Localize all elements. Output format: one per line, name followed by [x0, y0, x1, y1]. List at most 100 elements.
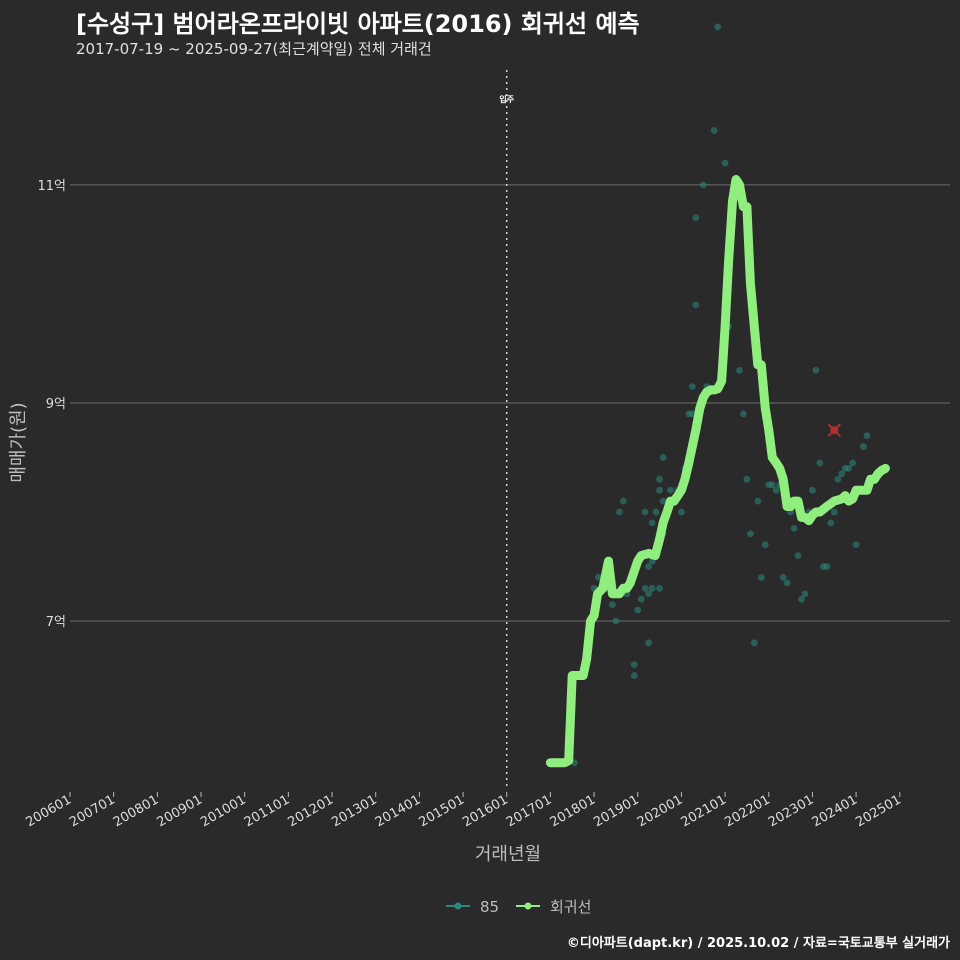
x-tick-label: 200801: [111, 792, 161, 830]
scatter-point: [692, 301, 700, 309]
scatter-point: [609, 601, 616, 609]
scatter-point: [630, 672, 638, 679]
x-tick-label: 202101: [679, 792, 729, 830]
y-axis-label: 매매가(원): [8, 402, 29, 482]
scatter-point: [757, 574, 765, 581]
scatter-point: [637, 595, 645, 603]
x-tick-label: 201001: [198, 792, 248, 830]
scatter-point: [783, 579, 791, 587]
scatter-point: [641, 584, 649, 592]
scatter-point: [779, 574, 787, 581]
x-tick-label: 201901: [591, 792, 641, 830]
scatter-point: [823, 563, 831, 570]
x-tick-label: 201201: [286, 792, 336, 830]
scatter-point: [849, 459, 857, 467]
scatter-point: [641, 508, 649, 516]
scatter-point: [615, 508, 623, 516]
x-tick-label: 201101: [242, 792, 292, 830]
y-tick-label: 7억: [46, 615, 66, 630]
legend-item-points: 85: [446, 898, 499, 916]
scatter-point: [809, 486, 816, 494]
scatter-point: [645, 639, 653, 647]
highlight-marker-x: [827, 423, 841, 437]
legend-label: 회귀선: [550, 898, 591, 916]
scatter-point: [794, 552, 802, 560]
scatter-point: [860, 443, 867, 450]
scatter-point: [816, 459, 824, 467]
scatter-point: [612, 617, 620, 625]
scatter-point: [801, 590, 809, 598]
scatter-point: [863, 432, 871, 440]
x-tick-label: 202201: [722, 792, 772, 830]
x-tick-label: 201601: [460, 792, 510, 830]
scatter-point: [678, 508, 685, 516]
scatter-point: [659, 454, 667, 461]
chart-source-footer: ©디아파트(dapt.kr) / 2025.10.02 / 자료=국토교통부 실…: [566, 936, 950, 951]
scatter-point: [645, 590, 653, 598]
scatter-point: [830, 508, 838, 516]
legend-swatch-dot: [524, 902, 532, 910]
x-tick-label: 201401: [373, 792, 423, 830]
legend-label: 85: [480, 898, 499, 916]
x-tick-label: 201801: [548, 792, 598, 830]
scatter-point: [772, 486, 780, 494]
x-axis-label: 거래년월: [475, 844, 541, 865]
scatter-point: [619, 497, 627, 505]
scatter-point: [634, 606, 642, 614]
y-tick-label: 11억: [37, 179, 66, 194]
scatter-point: [692, 214, 700, 222]
grid-layer: [70, 70, 950, 790]
scatter-point: [648, 584, 656, 592]
scatter-point: [740, 410, 747, 418]
scatter-point: [750, 639, 758, 647]
x-tick-label: 201301: [329, 792, 379, 830]
scatter-point: [688, 383, 696, 391]
x-tick-label: 202301: [766, 792, 816, 830]
scatter-point: [834, 475, 842, 483]
y-tick-label: 9억: [46, 397, 66, 412]
scatter-points-layer: [571, 23, 871, 767]
scatter-point: [768, 481, 776, 489]
scatter-point: [754, 497, 762, 505]
axis-layer: 7억9억11억입주2006012007012008012009012010012…: [8, 94, 904, 865]
scatter-point: [667, 486, 674, 494]
scatter-point: [645, 563, 653, 570]
regression-line-layer: [545, 175, 890, 768]
scatter-point: [648, 519, 656, 527]
scatter-point: [659, 497, 667, 505]
scatter-point: [743, 475, 751, 483]
scatter-point: [656, 475, 663, 483]
scatter-point: [827, 519, 835, 527]
legend-swatch-dot: [454, 902, 462, 910]
chart-title: [수성구] 범어라온프라이빗 아파트(2016) 회귀선 예측: [76, 10, 640, 38]
scatter-point: [714, 23, 722, 31]
scatter-point: [852, 541, 860, 549]
x-tick-label: 202401: [810, 792, 860, 830]
x-tick-label: 201701: [504, 792, 554, 830]
scatter-point: [736, 366, 743, 374]
x-tick-label: 200601: [24, 792, 74, 830]
regression-line: [545, 175, 890, 768]
scatter-point: [656, 486, 663, 494]
legend-item-regression-line: 회귀선: [516, 898, 591, 916]
x-tick-label: 202001: [635, 792, 685, 830]
x-tick-label: 202501: [853, 792, 903, 830]
scatter-point: [838, 470, 846, 478]
scatter-point: [812, 366, 820, 374]
scatter-point: [798, 595, 805, 603]
scatter-point: [710, 127, 718, 134]
scatter-point: [630, 661, 638, 669]
scatter-point: [656, 584, 663, 592]
legend: 85 회귀선: [446, 898, 591, 916]
scatter-point: [652, 508, 660, 516]
chart-subtitle: 2017-07-19 ~ 2025-09-27(최근계약일) 전체 거래건: [76, 40, 432, 58]
x-tick-label: 200901: [155, 792, 205, 830]
scatter-point: [747, 530, 754, 538]
scatter-point: [790, 524, 798, 532]
scatter-point: [845, 464, 853, 472]
scatter-point: [699, 181, 707, 189]
move-in-label: 입주: [499, 94, 514, 104]
x-tick-label: 201501: [417, 792, 467, 830]
scatter-point: [761, 541, 769, 549]
